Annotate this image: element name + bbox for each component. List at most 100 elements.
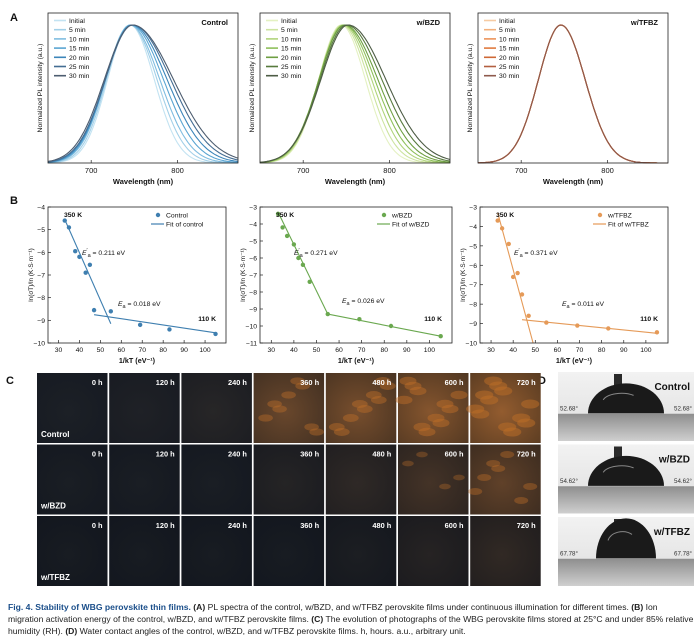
arrhenius-plot-2: 30 40 50 60 70 80 90 100 −3 −4 −5 −6 −7 −8 −9 −10 1/kT (… (460, 205, 669, 365)
b-ylabel-0: ln(σT)/ln (K·S·m⁻¹) (28, 248, 35, 301)
film-photo-1-5 (398, 444, 469, 515)
contact-label-1: w/BZD (658, 455, 690, 466)
film-photo-0-3 (253, 373, 325, 443)
caption-a-label: (A) (193, 602, 206, 612)
b-xtick-label-0-3: 60 (118, 347, 126, 354)
b-ytick-label-1-2: −5 (249, 239, 257, 246)
photo-time-0-4: 480 h (372, 378, 391, 387)
b-legend-label-0-1: Fit of control (166, 222, 204, 229)
contact-label-0: Control (654, 382, 690, 393)
pl-legend-label-1-3: 15 min (281, 46, 302, 53)
droplet-highlight-1 (602, 465, 634, 473)
film-photo-0-4 (325, 373, 397, 443)
pl-xtick-label-0-0: 700 (85, 166, 98, 175)
panel-letter-a: A (10, 12, 18, 24)
b-xtick-label-2-5: 80 (598, 347, 606, 354)
data-point-0-3 (77, 254, 82, 260)
b-xtick-label-1-6: 90 (403, 347, 411, 354)
b-ytick-label-1-8: −11 (246, 341, 257, 348)
pl-curve-1-6 (259, 24, 451, 163)
pl-ylabel-1: Normalized PL intensity (a.u.) (249, 44, 256, 133)
b-xtick-label-2-2: 50 (532, 347, 540, 354)
film-photo-0-2 (181, 373, 252, 443)
b-xtick-label-0-2: 50 (97, 347, 105, 354)
data-point-1-4 (296, 255, 301, 261)
photo-row-label-2: w/TFBZ (40, 573, 70, 582)
photo-time-2-3: 360 h (300, 521, 319, 530)
corrosion-spot-0-4-2 (328, 423, 345, 431)
angle-right-1: 54.62° (674, 478, 692, 485)
corrosion-spot-1-6-4 (514, 497, 529, 504)
corrosion-spot-0-6-11 (471, 409, 490, 419)
b-ytick-label-1-3: −6 (249, 256, 257, 263)
film-photo-2-4 (325, 516, 397, 586)
film-photo-2-0 (37, 516, 108, 586)
b-xtick-label-1-0: 30 (268, 347, 276, 354)
corrosion-spot-0-6-8 (480, 395, 499, 405)
film-photo-1-3 (253, 444, 325, 515)
corrosion-spot-0-4-3 (365, 391, 382, 399)
pl-legend-label-2-5: 25 min (499, 64, 520, 71)
b-legend-dot-2 (597, 212, 603, 218)
arrhenius-plot-0: 30 40 50 60 70 80 90 100 −4 −5 −6 −7 −8 −9 −10 1/kT (eV… (28, 205, 227, 365)
film-photo-2-3 (253, 516, 325, 586)
data-point-2-3 (510, 274, 516, 280)
b-ytick-label-0-2: −6 (37, 250, 45, 257)
data-point-1-6 (307, 279, 312, 284)
pl-xtick-label-2-1: 800 (601, 166, 614, 175)
corrosion-spot-0-5-1 (436, 399, 454, 409)
b-ytick-label-1-5: −8 (249, 290, 257, 297)
corrosion-spot-1-6-2 (500, 451, 515, 458)
b-temp-low-1: 110 K (424, 316, 442, 323)
data-point-0-10 (213, 331, 218, 337)
pl-legend-label-1-2: 10 min (281, 36, 302, 43)
caption-d-label: (D) (65, 626, 78, 636)
pl-ylabel-2: Normalized PL intensity (a.u.) (467, 44, 474, 133)
pl-legend-label-1-1: 5 min (281, 27, 298, 34)
pl-curve-0-0 (48, 24, 238, 164)
droplet-1 (588, 455, 664, 486)
figure-caption: Fig. 4. Stability of WBG perovskite thin… (8, 601, 694, 637)
photo-time-1-2: 240 h (228, 450, 247, 459)
pl-frame-1 (259, 12, 451, 164)
corrosion-spot-0-3-2 (304, 423, 319, 431)
pl-plot-2: 700 800 Wavelength (nm) Normalized PL inten… (467, 12, 669, 186)
b-ytick-label-1-7: −10 (245, 324, 257, 331)
b-temp-high-0: 350 K (64, 212, 82, 219)
b-ytick-label-2-4: −7 (469, 282, 477, 289)
corrosion-spot-0-4-0 (374, 377, 391, 385)
b-ytick-label-1-6: −9 (249, 307, 257, 314)
corrosion-spot-1-6-1 (523, 483, 538, 490)
data-point-0-9 (167, 327, 172, 332)
pl-legend-label-0-1: 5 min (69, 27, 86, 34)
photo-time-2-2: 240 h (228, 521, 247, 530)
b-ytick-label-0-4: −8 (37, 295, 45, 302)
pl-curve-0-3 (47, 24, 239, 163)
pl-frame-2 (477, 12, 669, 164)
b-xtick-label-0-7: 100 (199, 347, 211, 354)
b-ytick-label-0-5: −9 (37, 318, 45, 325)
data-point-2-1 (499, 226, 505, 231)
data-point-1-1 (280, 225, 285, 230)
data-point-2-7 (544, 320, 549, 325)
angle-left-0: 52.68° (560, 405, 578, 412)
b-xtick-label-1-3: 60 (335, 347, 343, 354)
droplet-highlight-2 (607, 531, 633, 541)
data-point-1-2 (284, 233, 290, 239)
data-point-0-7 (108, 309, 114, 314)
data-point-0-6 (91, 307, 97, 313)
pl-legend-label-2-0: Initial (499, 18, 515, 25)
b-xtick-label-2-4: 70 (576, 347, 584, 354)
film-photo-0-5 (398, 373, 469, 443)
b-xtick-label-0-6: 90 (180, 347, 188, 354)
film-photo-2-6 (470, 516, 541, 586)
caption-b-label: (B) (631, 602, 644, 612)
corrosion-spot-0-3-4 (258, 414, 273, 422)
photo-time-1-5: 600 h (445, 450, 464, 459)
corrosion-spot-0-5-8 (395, 395, 413, 405)
photo-time-1-0: 0 h (92, 450, 103, 459)
corrosion-spot-0-3-5 (295, 382, 310, 390)
film-photo-2-1 (109, 516, 180, 586)
data-point-1-10 (438, 334, 443, 339)
b-ytick-label-2-5: −8 (469, 302, 477, 309)
